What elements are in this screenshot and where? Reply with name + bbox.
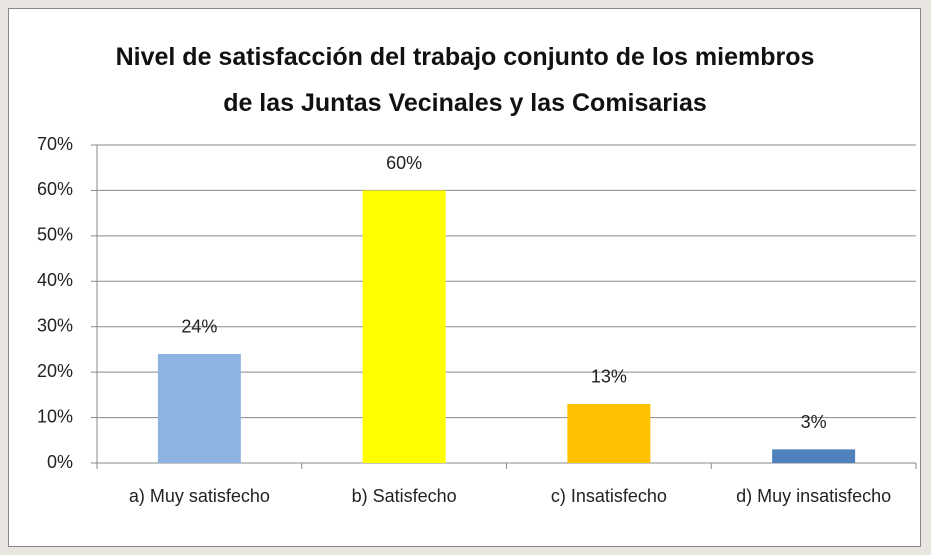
x-tick-label: b) Satisfecho: [351, 486, 457, 506]
y-tick-label: 60%: [37, 179, 73, 199]
bar: [567, 403, 651, 463]
y-tick-label: 0%: [47, 452, 73, 472]
y-tick-label: 40%: [37, 270, 73, 290]
y-tick-label: 20%: [37, 361, 73, 381]
y-tick-label: 30%: [37, 315, 73, 335]
chart-title: Nivel de satisfacción del trabajo conjun…: [115, 43, 815, 117]
data-label: 3%: [801, 412, 827, 432]
data-label: 13%: [591, 367, 627, 387]
x-tick-label: a) Muy satisfecho: [128, 486, 270, 506]
bar: [362, 190, 446, 463]
x-tick-label: d) Muy insatisfecho: [736, 486, 892, 506]
bar: [157, 353, 241, 463]
y-tick-label: 10%: [37, 406, 73, 426]
data-label: 60%: [386, 153, 422, 173]
y-tick-label: 70%: [37, 134, 73, 154]
x-tick-label: c) Insatisfecho: [550, 486, 667, 506]
bar: [772, 449, 856, 463]
data-label: 24%: [181, 317, 217, 337]
y-tick-label: 50%: [37, 225, 73, 245]
